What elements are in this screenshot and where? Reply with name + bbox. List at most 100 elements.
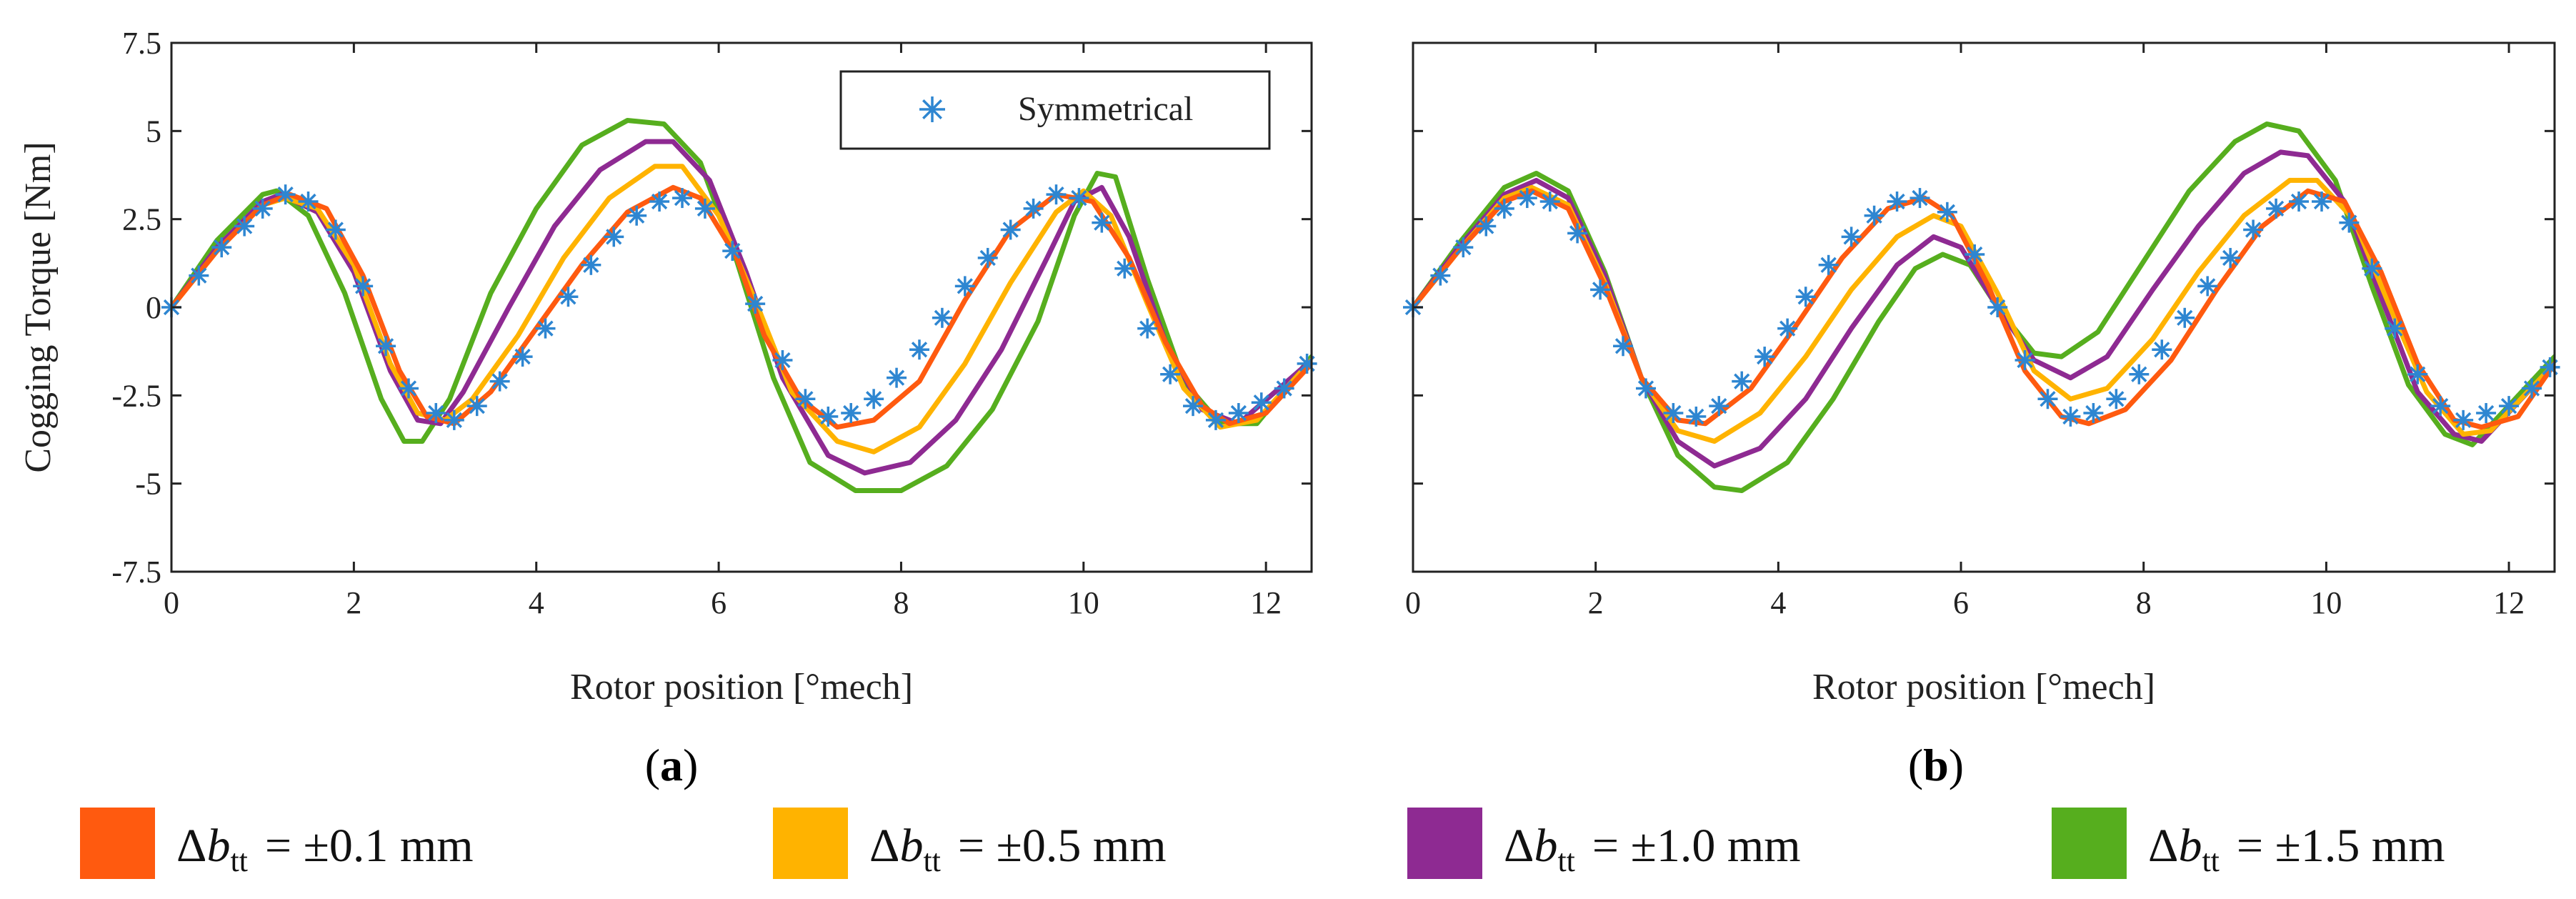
- x-tick-label: 8: [2136, 585, 2152, 620]
- symmetrical-point-panel-b-33: [2175, 307, 2195, 328]
- symmetrical-point-panel-a-31: [887, 367, 907, 388]
- x-tick-label: 12: [1250, 585, 1282, 620]
- legend-label-0: Δbtt = ±0.1 mm: [176, 820, 474, 878]
- legend-label-2: Δbtt = ±1.0 mm: [1504, 820, 1801, 878]
- symmetrical-point-panel-b-14: [1732, 371, 1752, 392]
- symmetrical-point-panel-b-23: [1937, 202, 1957, 222]
- x-tick-label: 8: [893, 585, 909, 620]
- panel-label-a: (a): [645, 740, 699, 790]
- legend-label-1: Δbtt = ±0.5 mm: [869, 820, 1167, 878]
- symmetrical-point-panel-a-19: [604, 227, 624, 247]
- symmetrical-point-panel-b-35: [2220, 247, 2241, 268]
- symmetrical-point-panel-b-31: [2129, 364, 2150, 384]
- symmetrical-legend-label: Symmetrical: [1018, 90, 1193, 128]
- symmetrical-point-panel-a-5: [275, 184, 296, 205]
- symmetrical-point-panel-b-25: [1987, 297, 2008, 317]
- symmetrical-point-panel-a-13: [466, 396, 487, 417]
- symmetrical-point-panel-a-15: [512, 347, 533, 367]
- symmetrical-point-panel-a-3: [234, 216, 255, 237]
- symmetrical-point-panel-a-20: [626, 205, 647, 226]
- legend-item-1: Δbtt = ±0.5 mm: [773, 808, 1167, 879]
- symmetrical-point-panel-b-27: [2037, 389, 2058, 409]
- legend-swatch-1: [773, 808, 848, 879]
- symmetrical-point-panel-a-25: [745, 294, 766, 314]
- x-tick-label: 4: [529, 585, 544, 620]
- symmetrical-point-panel-a-45: [1205, 409, 1226, 430]
- series-line-panel-a-2: [171, 164, 1312, 455]
- legend-item-2: Δbtt = ±1.0 mm: [1407, 808, 1801, 879]
- symmetrical-point-panel-b-18: [1818, 254, 1839, 275]
- y-axis-title: Cogging Torque [Nm]: [18, 141, 59, 472]
- series-line-panel-a-4: [171, 118, 1312, 493]
- symmetrical-point-panel-a-49: [1297, 353, 1317, 374]
- symmetrical-point-panel-a-32: [909, 339, 929, 360]
- x-tick-label: 6: [1953, 585, 1969, 620]
- symmetrical-point-panel-a-2: [211, 237, 232, 258]
- panel-label-a-letter: a: [660, 740, 683, 790]
- series-line-panel-a-3: [171, 139, 1312, 476]
- symmetrical-point-panel-a-34: [954, 276, 975, 297]
- symmetrical-point-panel-a-4: [252, 198, 273, 219]
- symmetrical-point-panel-b-20: [1864, 205, 1884, 226]
- symmetrical-legend-marker: [919, 96, 945, 122]
- panel-b-chart: 0 2 4 6 8 10 12 Rotor position [°mech]: [1403, 41, 2560, 707]
- symmetrical-point-panel-a-6: [298, 192, 319, 212]
- x-tick-label: 0: [1405, 585, 1421, 620]
- x-tick-label: 12: [2493, 585, 2525, 620]
- symmetrical-point-panel-a-30: [864, 389, 884, 409]
- symmetrical-point-panel-b-17: [1795, 287, 1816, 307]
- symmetrical-point-panel-b-26: [2015, 350, 2035, 370]
- symmetrical-point-panel-b-9: [1613, 336, 1634, 357]
- x-axis-title: Rotor position [°mech]: [1812, 667, 2155, 707]
- symmetrical-point-panel-b-13: [1709, 396, 1729, 417]
- legend-item-3: Δbtt = ±1.5 mm: [2052, 808, 2445, 879]
- panel-label-b-letter: b: [1923, 740, 1949, 790]
- legend-swatch-2: [1407, 808, 1482, 879]
- symmetrical-point-panel-a-35: [977, 247, 998, 268]
- symmetrical-point-panel-b-24: [1965, 244, 1985, 264]
- symmetrical-point-panel-a-29: [841, 403, 862, 423]
- y-tick-label: -5: [135, 467, 161, 502]
- symmetrical-point-panel-a-38: [1046, 184, 1067, 205]
- symmetrical-point-panel-b-5: [1517, 188, 1537, 209]
- symmetrical-point-panel-a-9: [376, 336, 396, 357]
- symmetrical-point-panel-a-23: [694, 198, 715, 219]
- y-tick-label: -7.5: [111, 555, 161, 590]
- symmetrical-point-panel-b-19: [1841, 227, 1862, 247]
- symmetrical-point-panel-b-41: [2362, 258, 2382, 279]
- symmetrical-point-panel-b-39: [2312, 192, 2332, 212]
- symmetrical-point-panel-b-8: [1590, 279, 1611, 300]
- x-tick-label: 0: [164, 585, 179, 620]
- panel-label-b: (b): [1908, 740, 1964, 790]
- symmetrical-point-panel-b-49: [2540, 357, 2560, 377]
- symmetrical-point-panel-a-17: [558, 287, 579, 307]
- symmetrical-point-panel-b-3: [1476, 216, 1497, 237]
- y-tick-label: 2.5: [122, 202, 161, 237]
- symmetrical-point-panel-b-15: [1754, 347, 1775, 367]
- legend-swatch-0: [80, 808, 155, 879]
- legend-label-3: Δbtt = ±1.5 mm: [2148, 820, 2445, 878]
- symmetrical-point-panel-b-45: [2453, 409, 2474, 430]
- symmetrical-point-panel-b-47: [2499, 396, 2520, 417]
- symmetrical-point-panel-a-27: [795, 389, 816, 409]
- x-tick-label: 6: [711, 585, 727, 620]
- symmetrical-point-panel-a-36: [1000, 219, 1021, 240]
- symmetrical-point-panel-b-46: [2476, 403, 2497, 423]
- symmetrical-point-panel-b-10: [1635, 378, 1656, 399]
- symmetrical-point-panel-a-10: [398, 378, 419, 399]
- x-tick-label: 4: [1770, 585, 1786, 620]
- bottom-legend: Δbtt = ±0.1 mm Δbtt = ±0.5 mm Δbtt = ±1.0 mm Δ…: [80, 808, 2445, 879]
- symmetrical-point-panel-a-18: [581, 254, 601, 275]
- symmetrical-point-panel-a-21: [649, 192, 670, 212]
- symmetrical-point-panel-b-2: [1453, 237, 1474, 258]
- symmetrical-point-panel-a-44: [1183, 396, 1204, 417]
- symmetrical-point-panel-a-40: [1092, 212, 1112, 233]
- symmetrical-point-panel-a-8: [353, 276, 374, 297]
- symmetrical-point-panel-b-40: [2339, 212, 2360, 233]
- panel-a-chart: 0 2 4 6 8 10 12 7.5 5 2.5 0 -2.5 -5 -7.5 Rotor positio…: [18, 26, 1317, 707]
- symmetrical-point-panel-b-12: [1686, 406, 1707, 427]
- symmetrical-point-panel-b-7: [1567, 223, 1588, 244]
- symmetrical-point-panel-b-6: [1539, 192, 1560, 212]
- symmetrical-point-panel-b-43: [2407, 364, 2428, 384]
- symmetrical-point-panel-b-16: [1777, 318, 1798, 339]
